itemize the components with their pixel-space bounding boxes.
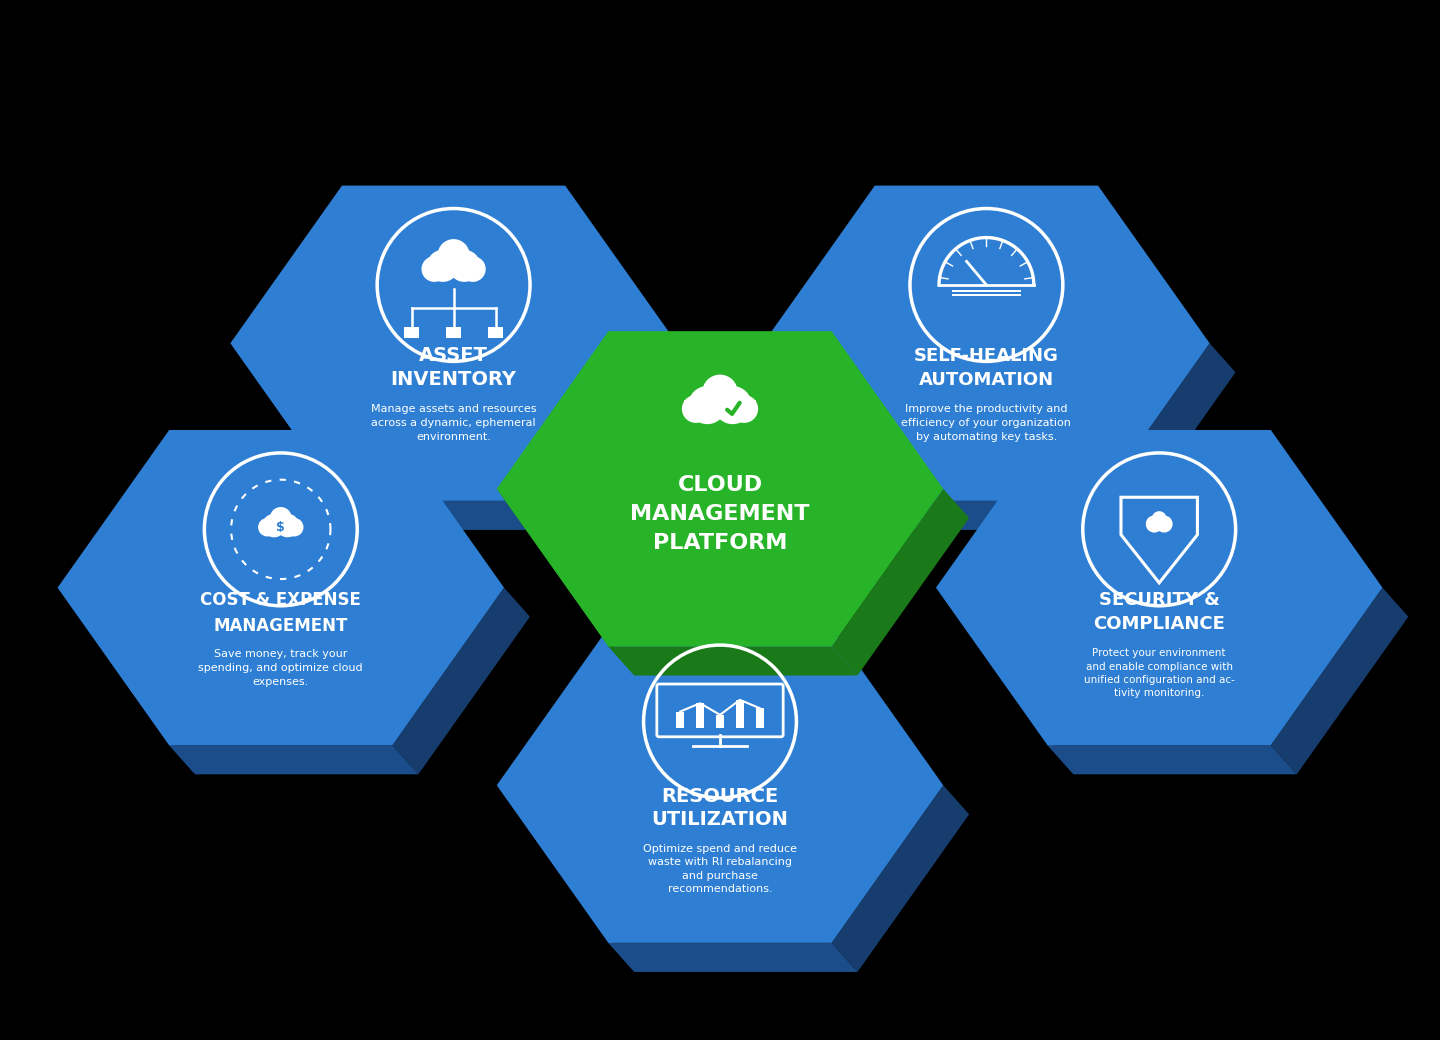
Bar (696, 703, 704, 728)
Bar (736, 700, 744, 728)
Bar (423, 262, 484, 272)
Polygon shape (58, 588, 194, 775)
Polygon shape (58, 430, 504, 746)
Text: SECURITY &: SECURITY & (1099, 592, 1220, 609)
Polygon shape (936, 588, 1074, 775)
Polygon shape (497, 785, 634, 972)
Text: Manage assets and resources
across a dynamic, ephemeral
environment.: Manage assets and resources across a dyn… (372, 405, 536, 442)
Polygon shape (168, 746, 419, 775)
Bar (446, 327, 461, 338)
Bar (677, 711, 684, 728)
Polygon shape (392, 588, 530, 775)
Circle shape (714, 386, 752, 424)
Polygon shape (497, 331, 943, 647)
Circle shape (426, 250, 459, 282)
Text: CLOUD: CLOUD (677, 475, 763, 495)
Text: COST & EXPENSE: COST & EXPENSE (200, 592, 361, 609)
Text: ASSET: ASSET (419, 346, 488, 365)
Circle shape (422, 256, 448, 282)
Circle shape (703, 374, 737, 410)
Bar (1148, 522, 1171, 526)
Polygon shape (608, 943, 858, 972)
Circle shape (683, 395, 710, 423)
Text: Optimize spend and reduce
waste with RI rebalancing
and purchase
recommendations: Optimize spend and reduce waste with RI … (644, 844, 796, 893)
Text: COMPLIANCE: COMPLIANCE (1093, 615, 1225, 633)
Text: Improve the productivity and
efficiency of your organization
by automating key t: Improve the productivity and efficiency … (901, 405, 1071, 442)
Circle shape (1155, 516, 1172, 532)
Circle shape (275, 514, 300, 538)
Polygon shape (832, 489, 969, 676)
Circle shape (269, 508, 292, 529)
Polygon shape (566, 343, 703, 530)
Polygon shape (936, 430, 1382, 746)
Polygon shape (497, 489, 634, 676)
Bar (684, 400, 756, 412)
Text: $: $ (276, 521, 285, 534)
Polygon shape (341, 501, 592, 530)
Bar (716, 714, 724, 728)
Circle shape (258, 518, 276, 537)
Polygon shape (1047, 746, 1297, 775)
Circle shape (438, 239, 469, 271)
Circle shape (448, 250, 481, 282)
Circle shape (285, 518, 304, 537)
Polygon shape (1270, 588, 1408, 775)
Bar (756, 708, 763, 728)
Polygon shape (763, 343, 901, 530)
Text: INVENTORY: INVENTORY (390, 370, 517, 389)
Polygon shape (230, 185, 677, 501)
Circle shape (1146, 516, 1164, 532)
Circle shape (1152, 512, 1166, 526)
Circle shape (688, 386, 726, 424)
Bar (261, 523, 301, 529)
Circle shape (730, 395, 757, 423)
Text: MANAGEMENT: MANAGEMENT (631, 504, 809, 524)
Text: RESOURCE: RESOURCE (661, 786, 779, 806)
Bar (403, 327, 419, 338)
Polygon shape (763, 185, 1210, 501)
Text: UTILIZATION: UTILIZATION (651, 810, 789, 829)
Circle shape (459, 256, 485, 282)
Circle shape (262, 514, 287, 538)
Text: SELF-HEALING: SELF-HEALING (914, 347, 1058, 365)
Text: PLATFORM: PLATFORM (652, 534, 788, 553)
Bar (488, 327, 504, 338)
Polygon shape (497, 627, 943, 943)
Polygon shape (832, 785, 969, 972)
Text: Protect your environment
and enable compliance with
unified configuration and ac: Protect your environment and enable comp… (1084, 648, 1234, 698)
Polygon shape (1099, 343, 1236, 530)
Text: AUTOMATION: AUTOMATION (919, 370, 1054, 389)
Polygon shape (876, 501, 1125, 530)
Polygon shape (608, 647, 858, 676)
Text: MANAGEMENT: MANAGEMENT (213, 617, 348, 634)
Text: Save money, track your
spending, and optimize cloud
expenses.: Save money, track your spending, and opt… (199, 649, 363, 686)
Polygon shape (230, 343, 369, 530)
